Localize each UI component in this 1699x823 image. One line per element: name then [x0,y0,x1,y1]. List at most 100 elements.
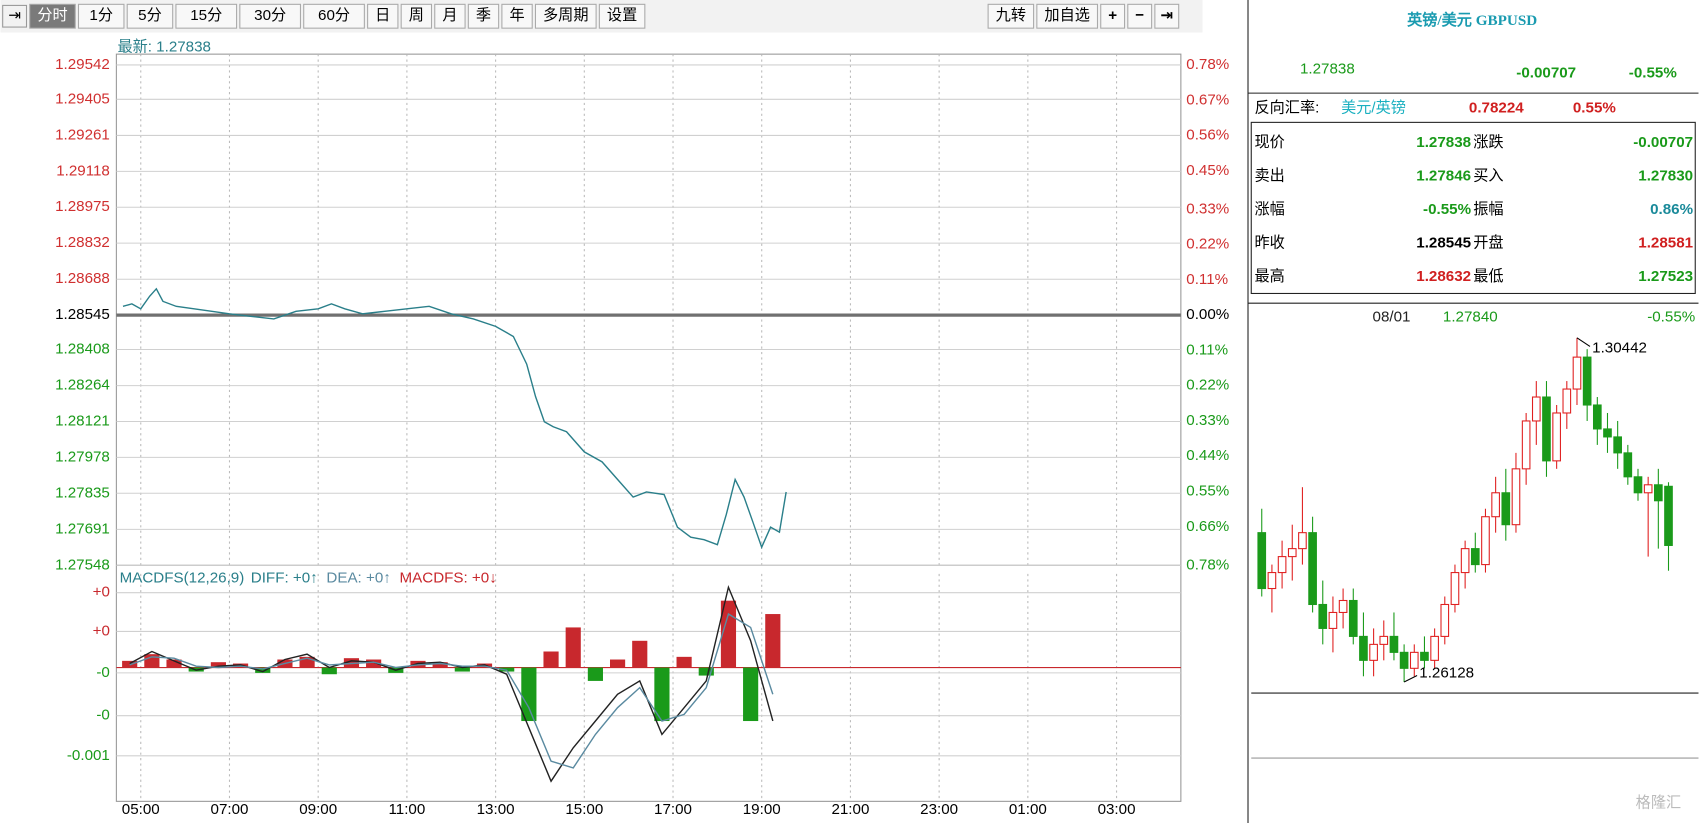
y2-tick-label: 0.78% [1186,56,1229,73]
candle-body [1379,635,1389,645]
quote-change: -0.00707 [1516,65,1576,82]
indicator-label: MACDFS(12,26,9) [120,569,245,586]
low-note: 1.26128 [1419,664,1474,681]
quote-price: 1.27838 [1300,60,1355,77]
candle-body [1592,404,1602,430]
candle-body [1257,532,1267,590]
legend-entry: DIFF: +0↑ [251,569,318,586]
y2-tick-label: 0.11% [1186,341,1228,358]
toolbar-icon[interactable] [2,4,28,28]
macd-bar [210,662,226,668]
toolbar-button[interactable] [29,3,76,29]
candle-body [1481,516,1490,566]
candle-close: 1.27840 [1443,308,1498,325]
toolbar-button[interactable] [126,3,174,29]
toolbar-button[interactable] [239,3,302,29]
candle-body [1399,651,1409,669]
y2-tick-label: 0.33% [1186,200,1229,217]
table-label: 最低 [1473,268,1503,285]
toolbar-button[interactable] [400,3,433,29]
macd-bar [720,600,737,668]
y-tick-label: 1.29261 [55,126,110,143]
macd-bar [676,656,692,668]
candle-body [1308,532,1317,606]
toolbar-icon[interactable] [1154,3,1180,29]
toolbar-button[interactable] [1036,3,1099,29]
toolbar-button[interactable] [77,3,125,29]
candle-body [1430,635,1439,661]
macd-bar [698,667,714,676]
toolbar-button[interactable] [534,3,597,29]
table-label: 现价 [1255,134,1285,151]
reverse-price: 0.78224 [1469,99,1524,116]
toolbar-button-label: 年 [509,7,524,24]
toolbar-button-label: 周 [409,7,424,24]
toolbar-button[interactable] [175,3,238,29]
y2-tick-label: 0.00% [1186,306,1229,323]
toolbar-icon[interactable] [1127,3,1153,29]
macd-bar [454,667,470,672]
toolbar-button-label: 1分 [89,7,113,24]
y-tick-label: 1.28832 [55,234,110,251]
toolbar-icon-glyph: − [1135,7,1144,24]
toolbar-button[interactable] [467,3,500,29]
table-value: -0.00707 [1633,134,1693,151]
x-tick-label: 03:00 [1098,801,1136,818]
candle-body [1603,428,1612,438]
table-value: 0.86% [1650,201,1693,218]
macd-bar [166,659,182,668]
plot-frame [115,53,1182,802]
macd-bar [632,640,648,668]
y2-tick-label: 0.22% [1186,236,1229,253]
candle-body [1298,532,1307,550]
candle-body [1389,635,1399,653]
toolbar-button[interactable] [501,3,533,29]
note-arrow [1403,675,1418,683]
quote-change-pct: -0.55% [1629,65,1678,82]
toolbar-icon-glyph: ⇥ [1160,7,1173,24]
macd-bar [366,659,382,668]
toolbar-button-label: 多周期 [543,7,588,24]
candle-body [1348,599,1358,637]
y-tick-label: +0 [93,622,110,639]
candle-body [1542,396,1551,462]
toolbar-button[interactable] [303,3,365,29]
x-tick-label: 05:00 [122,801,160,818]
toolbar-button-label: 分时 [37,7,67,24]
table-label: 最高 [1255,268,1285,285]
toolbar-button-label: 60分 [318,7,350,24]
toolbar-button-label: 月 [442,7,457,24]
y-tick-label: 1.28121 [55,413,110,430]
x-tick-label: 09:00 [299,801,337,818]
y-tick-label: 1.28264 [55,377,110,394]
x-tick-label: 11:00 [388,801,425,818]
candle-body [1277,556,1287,574]
y2-tick-label: 0.33% [1186,412,1229,429]
candle-body [1409,651,1419,669]
toolbar-button[interactable] [434,3,466,29]
toolbar-button[interactable] [987,3,1035,29]
candle-body [1643,484,1653,494]
quote-table-frame [1250,121,1696,295]
toolbar-button-label: 九转 [996,7,1026,24]
x-tick-label: 15:00 [565,801,603,818]
toolbar-icon-glyph: ⇥ [8,7,21,24]
legend-entry: DEA: +0↑ [326,569,390,586]
candle-body [1287,548,1297,558]
table-label: 开盘 [1473,234,1503,252]
candle-body [1664,485,1673,546]
y-tick-label: 1.28975 [55,198,110,215]
reverse-pair: 美元/英镑 [1341,98,1406,116]
x-tick-label: 17:00 [654,801,692,818]
toolbar-icon[interactable] [1100,3,1126,29]
legend-entry: MACDFS: +0↓ [400,569,497,586]
y-tick-label: 1.27835 [55,484,110,501]
y2-tick-label: 0.55% [1186,483,1229,500]
watermark: 格隆汇 [1636,795,1681,812]
toolbar-button[interactable] [367,3,399,29]
toolbar-button[interactable] [598,3,646,29]
candle-body [1369,643,1378,661]
y2-tick-label: 0.45% [1186,162,1229,179]
